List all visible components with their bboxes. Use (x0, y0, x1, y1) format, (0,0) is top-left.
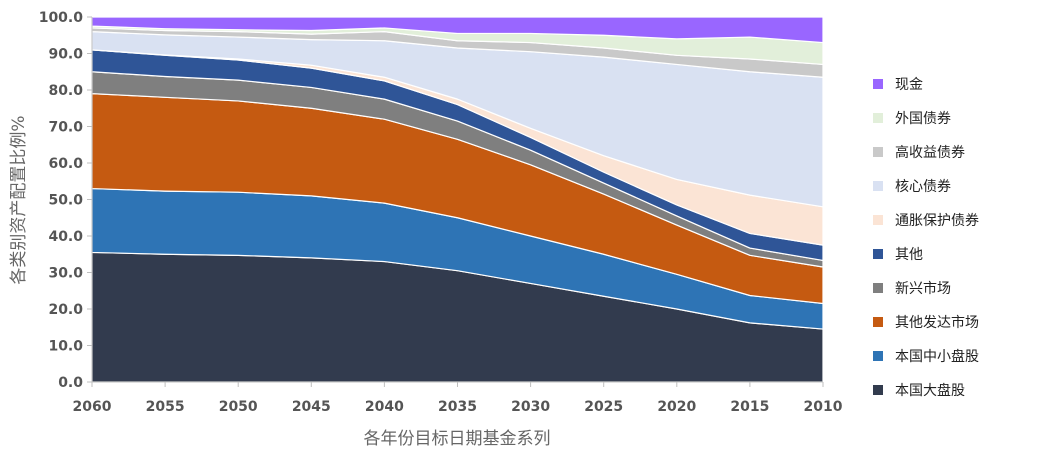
legend-swatch (873, 215, 883, 225)
y-tick-label: 100.0 (39, 10, 84, 26)
y-tick-label: 20.0 (48, 302, 83, 318)
legend-label: 新兴市场 (895, 280, 951, 297)
legend-swatch (873, 249, 883, 259)
legend-label: 核心债券 (895, 179, 951, 195)
y-tick-label: 30.0 (48, 266, 83, 282)
y-tick-label: 60.0 (48, 156, 83, 172)
x-axis-title: 各年份目标日期基金系列 (364, 429, 551, 449)
x-tick-label: 2025 (584, 399, 623, 415)
x-tick-label: 2055 (146, 399, 185, 415)
x-tick-label: 2010 (804, 399, 843, 415)
legend-label: 高收益债券 (895, 144, 965, 161)
legend-label: 本国中小盘股 (895, 348, 979, 365)
legend-swatch (873, 181, 883, 191)
legend-swatch (873, 113, 883, 123)
legend-swatch (873, 79, 883, 89)
x-tick-label: 2040 (365, 399, 404, 415)
x-tick-label: 2050 (219, 399, 258, 415)
legend-label: 其他 (895, 247, 923, 263)
y-tick-label: 70.0 (48, 120, 83, 136)
y-tick-label: 10.0 (48, 339, 83, 355)
legend-swatch (873, 283, 883, 293)
y-tick-label: 80.0 (48, 83, 83, 99)
y-tick-label: 0.0 (58, 375, 83, 391)
legend-label: 本国大盘股 (895, 382, 965, 399)
y-tick-label: 90.0 (48, 47, 83, 63)
legend-swatch (873, 147, 883, 157)
area-series-10 (91, 16, 824, 44)
y-tick-label: 50.0 (48, 193, 83, 209)
x-tick-label: 2060 (73, 399, 112, 415)
legend: 现金外国债券高收益债券核心债券通胀保护债券其他新兴市场其他发达市场本国中小盘股本… (873, 77, 979, 399)
legend-label: 通胀保护债券 (895, 213, 979, 229)
legend-swatch (873, 351, 883, 361)
legend-label: 现金 (895, 77, 923, 93)
y-axis: 0.0 10.0 20.0 30.0 40.0 50.0 60.0 70.0 80.0 90.0 1… (39, 10, 93, 391)
legend-label: 外国债券 (895, 111, 951, 127)
x-tick-label: 2035 (438, 399, 477, 415)
area-layers (91, 16, 824, 383)
legend-swatch (873, 317, 883, 327)
x-tick-label: 2020 (657, 399, 696, 415)
x-tick-label: 2015 (730, 399, 769, 415)
legend-swatch (873, 385, 883, 395)
y-tick-label: 40.0 (48, 229, 83, 245)
x-axis: 2060 2055 2050 2045 2040 2035 2030 2025 2020 2015… (73, 381, 843, 415)
x-tick-label: 2045 (292, 399, 331, 415)
y-axis-title: 各类别资产配置比例% (9, 115, 29, 284)
legend-label: 其他发达市场 (895, 314, 979, 331)
x-tick-label: 2030 (511, 399, 550, 415)
